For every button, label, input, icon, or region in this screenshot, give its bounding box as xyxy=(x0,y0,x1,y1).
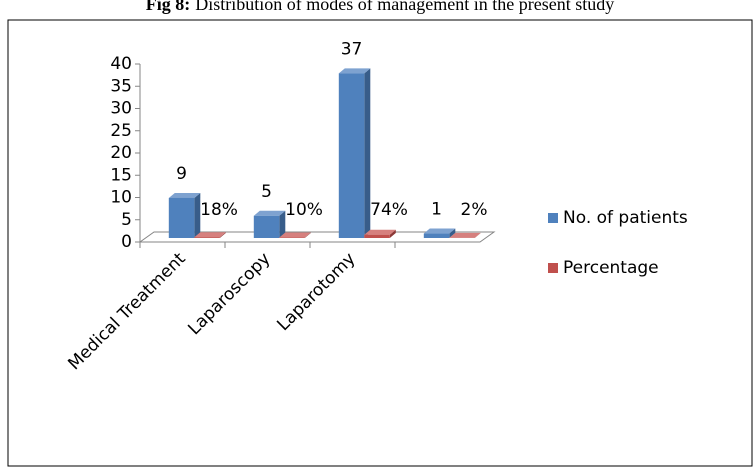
legend-label: No. of patients xyxy=(563,208,688,228)
data-label: 10% xyxy=(285,200,323,220)
bar xyxy=(364,235,390,238)
y-tick-label: 15 xyxy=(110,165,132,185)
data-label: 5 xyxy=(261,182,272,202)
x-tick-label: Laparoscopy xyxy=(184,249,274,339)
bar xyxy=(169,198,195,238)
chart-title: Distribution of modes of management in t… xyxy=(195,0,614,14)
y-tick-label: 0 xyxy=(121,232,132,252)
y-tick-label: 40 xyxy=(110,54,132,74)
bar xyxy=(424,234,450,238)
y-tick-label: 20 xyxy=(110,143,132,163)
y-tick-label: 30 xyxy=(110,99,132,119)
y-tick-label: 5 xyxy=(121,210,132,230)
figure-label: Fig 8: xyxy=(146,0,191,14)
data-label: 74% xyxy=(370,200,408,220)
y-tick-label: 25 xyxy=(110,121,132,141)
data-label: 2% xyxy=(461,200,488,220)
legend-swatch xyxy=(548,213,558,223)
data-label: 37 xyxy=(341,39,363,59)
data-label: 9 xyxy=(176,164,187,184)
chart-title-group: Fig 8: Distribution of modes of managemen… xyxy=(146,0,614,14)
y-tick-label: 10 xyxy=(110,188,132,208)
bar xyxy=(339,73,365,238)
bar xyxy=(194,237,220,238)
x-tick-label: Laparotomy xyxy=(273,249,359,335)
x-tick-label: Medical Treatment xyxy=(64,249,189,374)
legend-swatch xyxy=(548,263,558,273)
data-label: 18% xyxy=(200,200,238,220)
y-tick-label: 35 xyxy=(110,76,132,96)
legend-label: Percentage xyxy=(563,258,659,278)
bar xyxy=(254,216,279,238)
data-label: 1 xyxy=(431,200,442,220)
